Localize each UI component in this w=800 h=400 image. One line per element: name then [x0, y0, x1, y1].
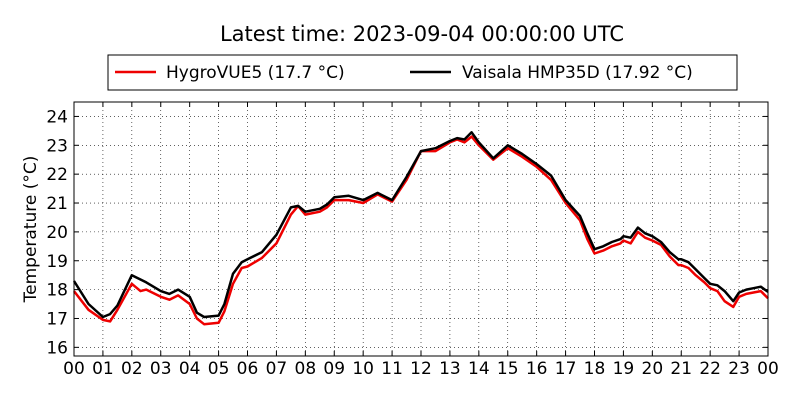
- x-tick-label: 20: [642, 359, 664, 379]
- x-tick-label: 00: [63, 359, 85, 379]
- y-axis-label: Temperature (°C): [21, 156, 41, 304]
- series-line-vaisala: [72, 131, 769, 319]
- grid: [74, 102, 768, 356]
- x-tick-label: 12: [410, 359, 432, 379]
- series-layer: [72, 131, 769, 326]
- y-tick-label: 23: [46, 136, 68, 156]
- x-tick-label: 22: [699, 359, 721, 379]
- x-tick-label: 18: [584, 359, 606, 379]
- x-tick-label: 15: [497, 359, 519, 379]
- x-tick-label: 19: [613, 359, 635, 379]
- y-tick-label: 17: [46, 309, 68, 329]
- x-tick-label: 07: [266, 359, 288, 379]
- x-tick-label: 03: [150, 359, 172, 379]
- x-tick-label: 16: [526, 359, 548, 379]
- x-tick-label: 14: [468, 359, 490, 379]
- plot-frame: [73, 101, 769, 357]
- legend: HygroVUE5 (17.7 °C) Vaisala HMP35D (17.9…: [107, 54, 738, 91]
- chart-title: Latest time: 2023-09-04 00:00:00 UTC: [220, 22, 624, 46]
- x-tick-label: 08: [295, 359, 317, 379]
- y-tick-label: 19: [46, 252, 68, 272]
- y-tick-label: 20: [46, 223, 68, 243]
- x-tick-label: 09: [323, 359, 345, 379]
- legend-label-vaisala: Vaisala HMP35D (17.92 °C): [462, 63, 693, 83]
- x-tick-label: 04: [179, 359, 201, 379]
- x-tick-label: 21: [670, 359, 692, 379]
- x-tick-label: 06: [237, 359, 259, 379]
- ticks: 00 01 02 03 04 05 06 07 08 09 10 11 12 13 14 15 16 17 18 19…: [46, 102, 779, 379]
- y-tick-label: 18: [46, 281, 68, 301]
- x-tick-label: 02: [121, 359, 143, 379]
- x-tick-label: 05: [208, 359, 230, 379]
- series-line-hygrovue5: [73, 135, 769, 326]
- x-tick-label: 17: [555, 359, 577, 379]
- x-tick-label: 00: [757, 359, 779, 379]
- y-tick-label: 22: [46, 165, 68, 185]
- x-tick-label: 11: [381, 359, 403, 379]
- x-tick-label: 10: [352, 359, 374, 379]
- y-tick-label: 24: [46, 107, 68, 127]
- x-tick-label: 13: [439, 359, 461, 379]
- x-tick-label: 01: [92, 359, 114, 379]
- legend-label-hygrovue5: HygroVUE5 (17.7 °C): [166, 63, 345, 83]
- y-tick-label: 16: [46, 338, 68, 358]
- x-tick-label: 23: [728, 359, 750, 379]
- y-tick-label: 21: [46, 194, 68, 214]
